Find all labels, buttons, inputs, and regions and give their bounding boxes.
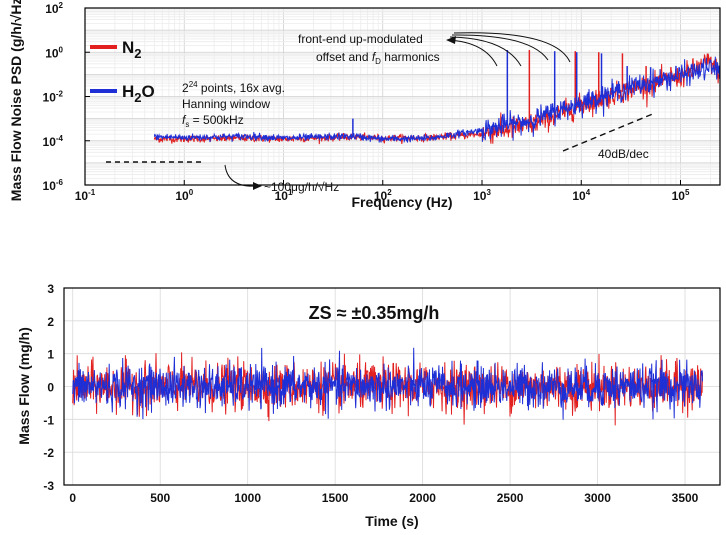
psd-y-tick-label: 10-4 [43, 134, 64, 149]
psd-series-h2o [153, 56, 721, 144]
slope-dashed-line [562, 112, 656, 152]
time-panel: 0 500 1000 1500 2000 2500 3000 3500 3 2 1 0 -1 -2 -3 T… [16, 282, 721, 529]
psd-legend: N2 H2O [90, 38, 155, 105]
time-y-tick-label: 3 [47, 282, 54, 296]
frontend-line-1: front-end up-modulated [298, 32, 423, 46]
floor-arrowhead-icon [253, 182, 262, 190]
psd-y-tick-label: 10-6 [43, 178, 64, 193]
floor-arrow [224, 164, 258, 187]
time-plot-area [72, 347, 703, 426]
time-x-tick-label: 3500 [672, 491, 699, 505]
arrow-to-peak-4 [453, 32, 571, 63]
time-x-tick-label: 2500 [497, 491, 524, 505]
psd-panel: 10-1 100 101 102 103 104 10510-610-410-2100102… [8, 0, 721, 210]
zero-stability-annotation: ZS ≈ ±0.35mg/h [309, 303, 440, 323]
time-x-tick-label: 1000 [234, 491, 261, 505]
time-y-tick-label: -3 [43, 479, 54, 493]
psd-x-tick-label: 103 [473, 188, 491, 203]
psd-x-axis-label: Frequency (Hz) [351, 194, 452, 210]
time-y-tick-label: 1 [47, 348, 54, 362]
psd-x-tick-label: 10-1 [75, 188, 96, 203]
psd-y-axis-label: Mass Flow Noise PSD (g/h/√Hz) [8, 0, 24, 201]
time-axes-frame [63, 287, 721, 486]
arrow-to-peak-2 [449, 36, 522, 67]
time-y-tick-label: 2 [47, 315, 54, 329]
legend-label-h2o: H2O [122, 82, 155, 105]
time-x-tick-label: 3000 [584, 491, 611, 505]
acq-line-points: 224 points, 16x avg. [182, 80, 285, 95]
psd-x-tick-label: 100 [175, 188, 193, 203]
time-x-tick-label: 1500 [322, 491, 349, 505]
arrowhead-icon [446, 36, 456, 44]
acquisition-annotation: 224 points, 16x avg. Hanning window fs =… [182, 80, 285, 129]
frontend-annotation: front-end up-modulated offset and fD har… [298, 32, 571, 67]
time-y-axis-label: Mass Flow (mg/h) [16, 327, 32, 444]
psd-y-tick-label: 102 [45, 1, 63, 16]
floor-annotation: ~100μg/h/√Hz [264, 180, 339, 194]
frontend-line-2: offset and fD harmonics [316, 50, 440, 66]
time-x-tick-label: 2000 [409, 491, 436, 505]
time-y-tick-label: -1 [43, 413, 54, 427]
time-tick-labels: 0 500 1000 1500 2000 2500 3000 3500 3 2 1 0 -1 -2 -3 [43, 282, 698, 505]
arrow-to-peak-3 [451, 34, 549, 61]
psd-y-tick-label: 10-2 [43, 90, 64, 105]
time-series-h2o [72, 347, 703, 420]
psd-x-tick-label: 105 [672, 188, 690, 203]
time-x-tick-label: 0 [69, 491, 76, 505]
time-y-tick-label: 0 [47, 381, 54, 395]
psd-y-tick-label: 100 [45, 45, 63, 60]
legend-label-n2: N2 [122, 38, 142, 61]
time-x-tick-label: 500 [150, 491, 170, 505]
slope-annotation: 40dB/dec [598, 147, 649, 161]
time-y-tick-label: -2 [43, 446, 54, 460]
acq-line-window: Hanning window [182, 97, 270, 111]
psd-plot-area [153, 50, 721, 145]
psd-x-tick-label: 104 [572, 188, 590, 203]
time-x-axis-label: Time (s) [365, 513, 418, 529]
acq-line-fs: fs = 500kHz [182, 113, 244, 129]
